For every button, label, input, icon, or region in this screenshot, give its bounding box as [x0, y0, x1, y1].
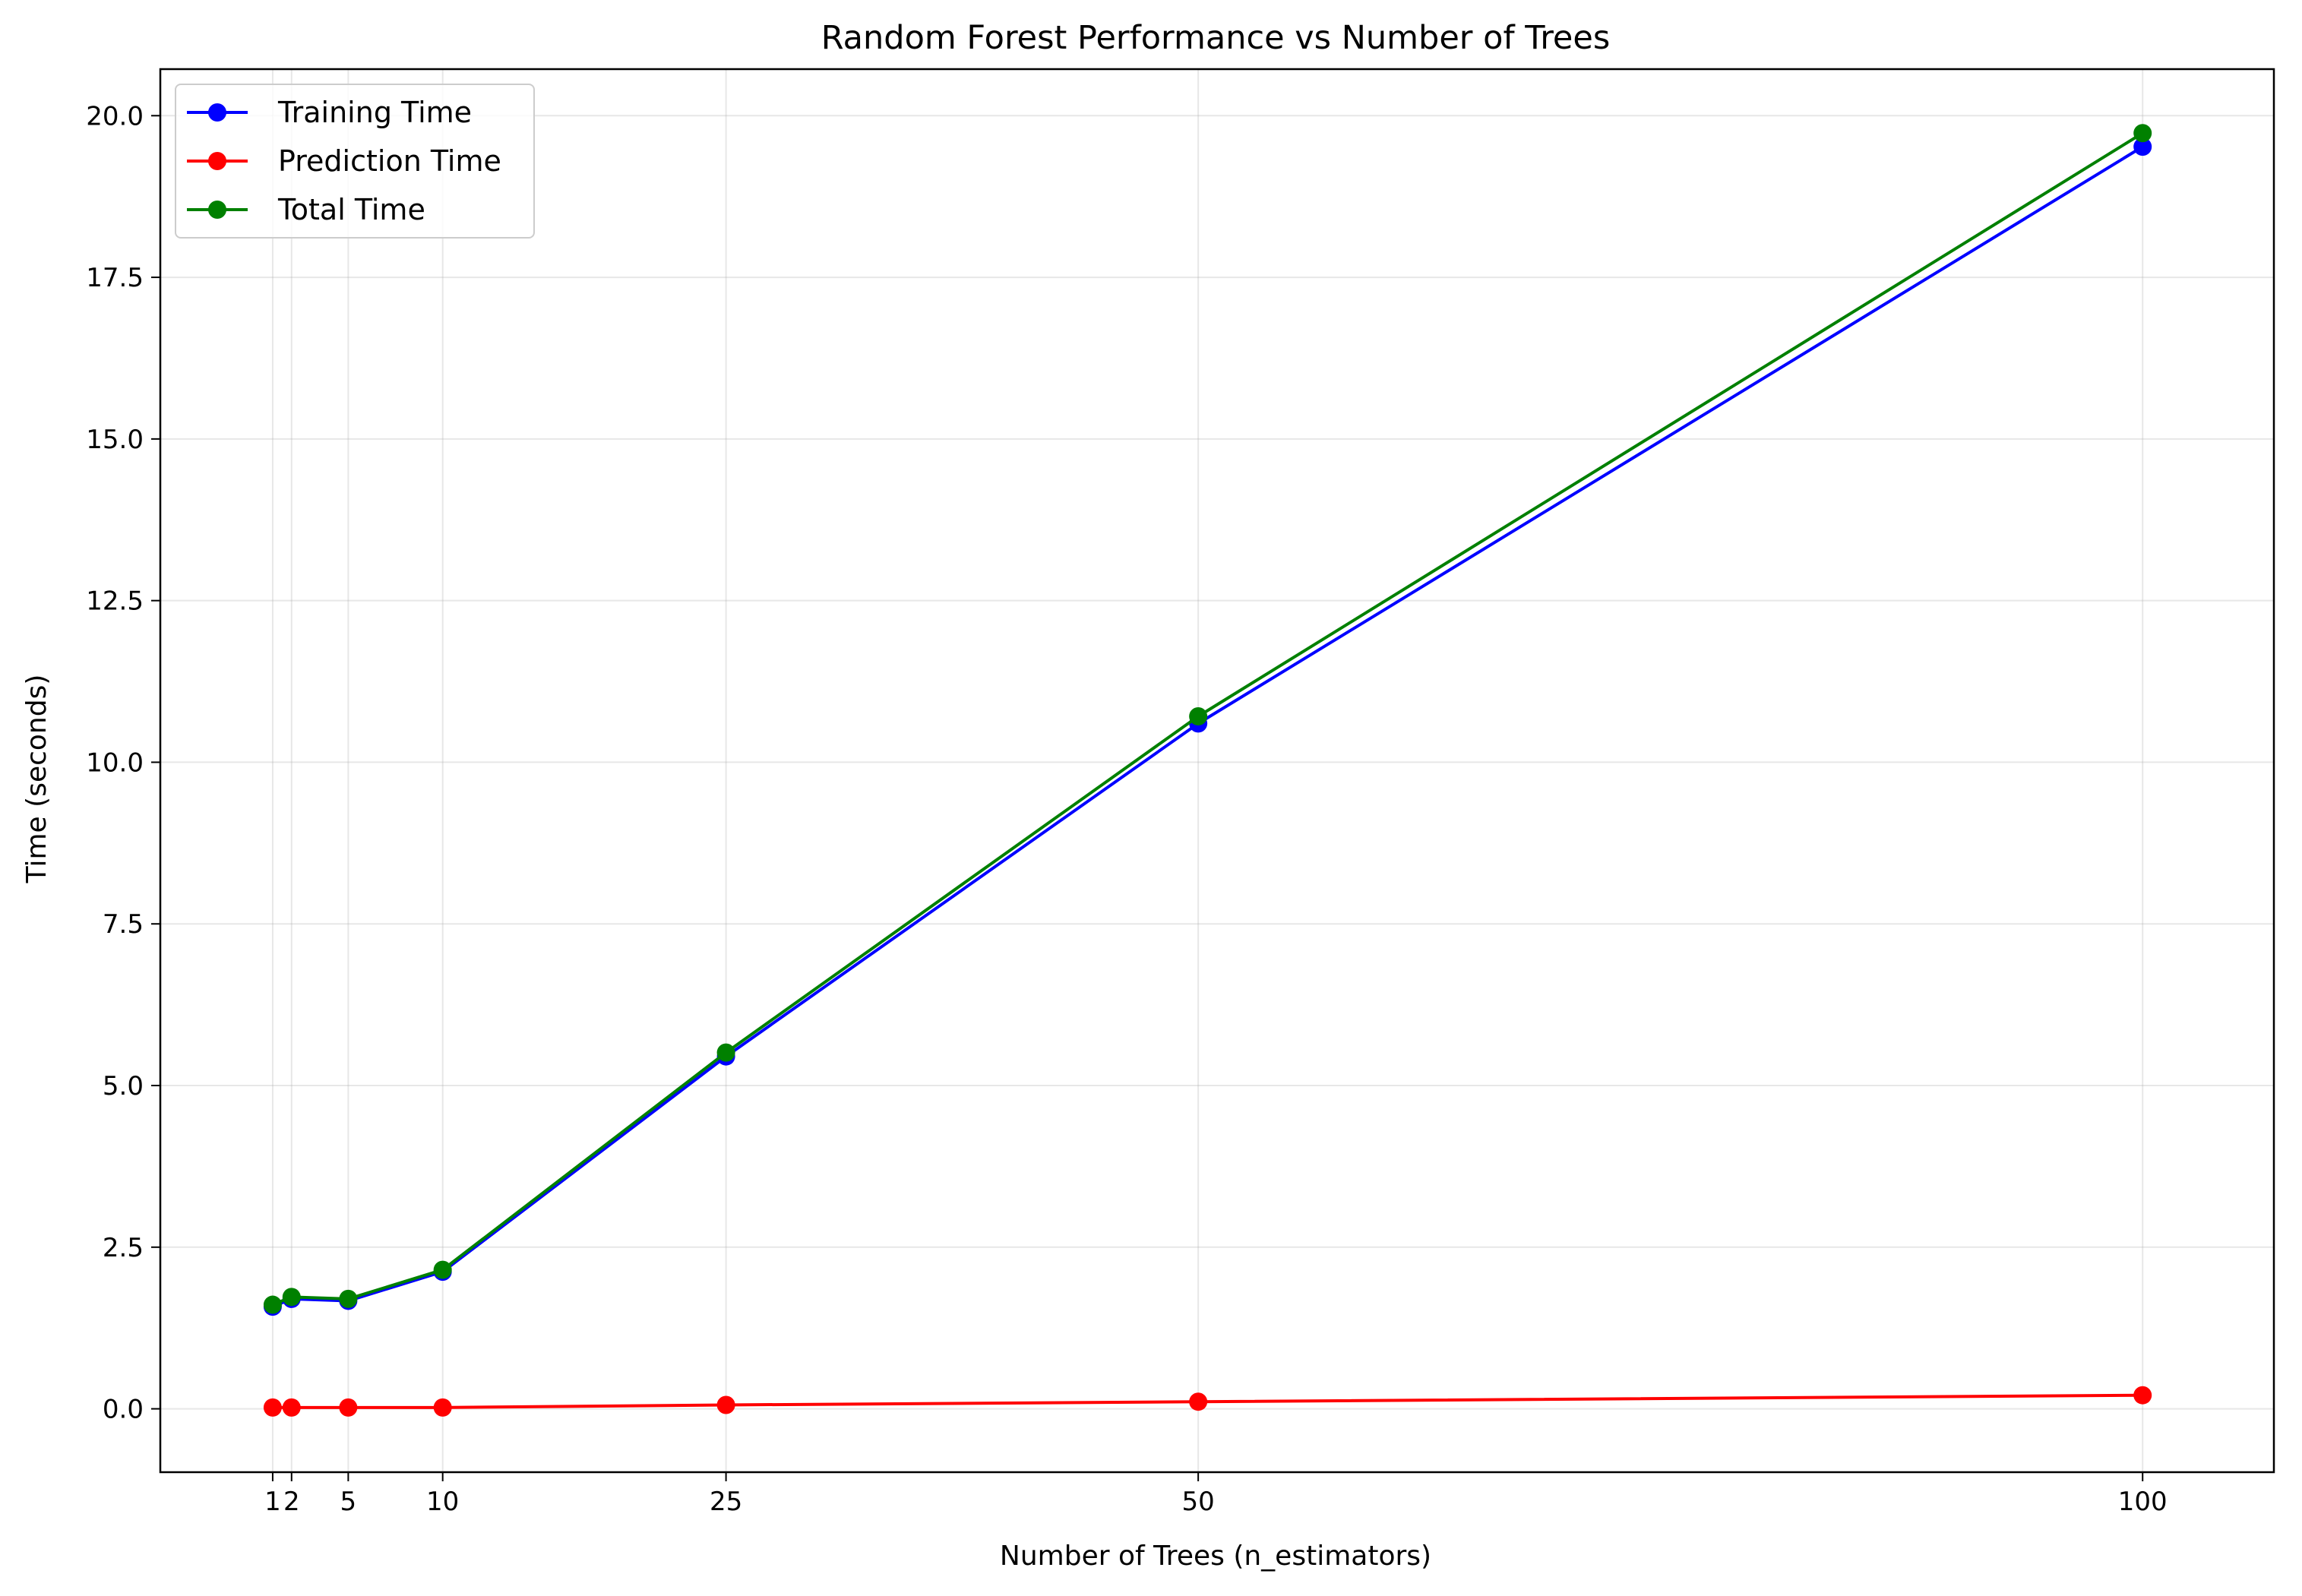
x-tick-label: 2 [283, 1487, 300, 1517]
chart-title: Random Forest Performance vs Number of T… [821, 19, 1611, 57]
x-tick-label: 100 [2118, 1487, 2168, 1517]
data-point-training-time [2133, 137, 2152, 156]
series-prediction-time [263, 1386, 2152, 1417]
y-tick-label: 10.0 [86, 747, 144, 778]
legend-marker [208, 152, 226, 170]
series-total-time [263, 124, 2152, 1314]
y-tick-label: 0.0 [103, 1395, 144, 1425]
x-tick-label: 5 [340, 1487, 357, 1517]
data-point-total-time [263, 1295, 282, 1314]
data-point-total-time [2133, 124, 2152, 143]
legend-label: Prediction Time [278, 144, 501, 178]
legend-marker [208, 103, 226, 122]
y-tick-label: 5.0 [103, 1071, 144, 1101]
y-tick-label: 2.5 [103, 1233, 144, 1263]
x-tick-label: 10 [426, 1487, 459, 1517]
data-point-prediction-time [1189, 1392, 1208, 1411]
data-point-prediction-time [2133, 1386, 2152, 1405]
series-layer [263, 124, 2152, 1417]
y-tick-label: 20.0 [86, 101, 144, 131]
y-tick-label: 17.5 [86, 263, 144, 293]
data-point-prediction-time [716, 1395, 735, 1414]
x-axis-label: Number of Trees (n_estimators) [1000, 1541, 1431, 1572]
x-tick-label: 50 [1182, 1487, 1215, 1517]
axis-ticks: 1 2 5 10 25 50 1000.02.55.07.510.012.515.017.5… [86, 101, 2167, 1517]
legend-item: Training Time [187, 96, 472, 129]
legend-marker [208, 201, 226, 219]
y-tick-label: 7.5 [103, 909, 144, 940]
data-point-prediction-time [339, 1398, 358, 1417]
data-point-prediction-time [282, 1398, 301, 1417]
x-tick-label: 1 [264, 1487, 281, 1517]
data-point-prediction-time [263, 1398, 282, 1417]
legend-label: Training Time [277, 96, 472, 129]
data-point-total-time [716, 1043, 735, 1062]
legend: Training Time Prediction Time Total Time [175, 84, 535, 239]
grid-lines [160, 69, 2274, 1472]
y-axis-label: Time (seconds) [21, 675, 52, 884]
data-point-total-time [282, 1288, 301, 1307]
data-point-total-time [339, 1289, 358, 1308]
y-tick-label: 12.5 [86, 586, 144, 617]
legend-item: Total Time [187, 193, 425, 226]
plot-frame [159, 68, 2275, 1474]
x-tick-label: 25 [710, 1487, 742, 1517]
data-point-prediction-time [433, 1398, 452, 1417]
y-tick-label: 15.0 [86, 425, 144, 455]
legend-box [175, 84, 535, 239]
legend-item: Prediction Time [187, 144, 501, 178]
data-point-total-time [1189, 707, 1208, 726]
data-point-total-time [433, 1260, 452, 1279]
legend-label: Total Time [277, 193, 425, 226]
